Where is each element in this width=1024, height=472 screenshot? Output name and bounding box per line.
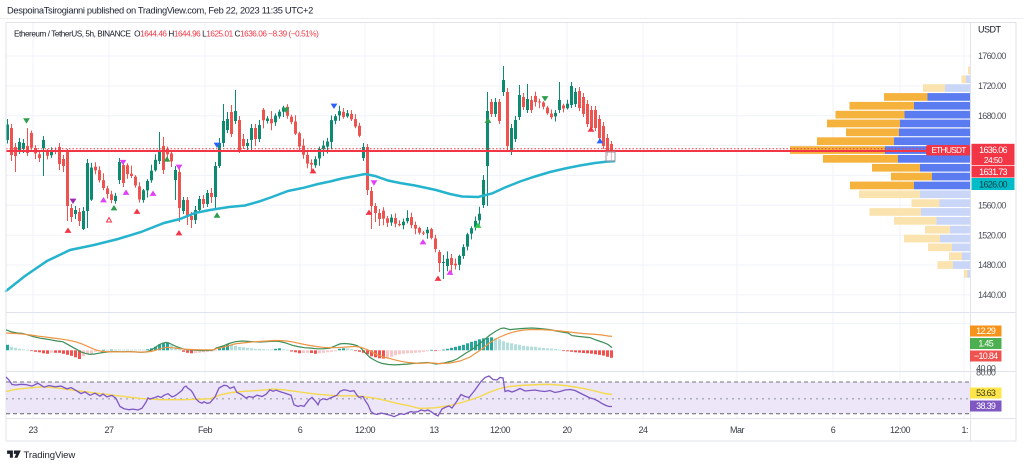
svg-text:1520.00: 1520.00 [978,230,1006,240]
svg-text:1636.06: 1636.06 [979,145,1007,155]
svg-text:23: 23 [28,425,38,435]
svg-text:Ethereum / TetherUS, 5h, BINAN: Ethereum / TetherUS, 5h, BINANCE O1644.4… [14,30,319,39]
svg-text:6: 6 [298,425,303,435]
svg-text:12:00: 12:00 [490,425,511,435]
svg-text:1480.00: 1480.00 [978,260,1006,270]
svg-text:24: 24 [638,425,648,435]
svg-text:13: 13 [429,425,439,435]
svg-text:27: 27 [104,425,114,435]
svg-text:ETHUSDT: ETHUSDT [931,145,966,155]
svg-text:1720.00: 1720.00 [978,81,1006,91]
svg-text:−10.84: −10.84 [974,351,998,361]
svg-text:USDT: USDT [978,25,1002,35]
svg-text:Feb: Feb [198,425,213,435]
svg-text:38.39: 38.39 [976,401,996,411]
svg-text:53.63: 53.63 [976,388,996,398]
svg-text:24:50: 24:50 [984,155,1003,165]
svg-text:1631.73: 1631.73 [979,167,1007,177]
svg-text:DespoinaTsirogianni published: DespoinaTsirogianni published on Trading… [7,6,313,16]
svg-text:1626.00: 1626.00 [979,179,1007,189]
svg-text:80.00: 80.00 [976,368,996,378]
svg-text:12:00: 12:00 [355,425,376,435]
svg-text:6: 6 [831,425,836,435]
svg-text:1:: 1: [962,425,969,435]
svg-text:1440.00: 1440.00 [978,290,1006,300]
svg-text:Mar: Mar [730,425,745,435]
svg-text:TradingView: TradingView [24,450,76,461]
svg-text:20: 20 [562,425,572,435]
svg-text:12:00: 12:00 [890,425,911,435]
svg-text:1680.00: 1680.00 [978,111,1006,121]
svg-text:1760.00: 1760.00 [978,51,1006,61]
svg-text:1.45: 1.45 [978,339,993,349]
svg-text:1560.00: 1560.00 [978,201,1006,211]
svg-text:12.29: 12.29 [976,326,996,336]
svg-text:40.00: 40.00 [976,363,996,373]
